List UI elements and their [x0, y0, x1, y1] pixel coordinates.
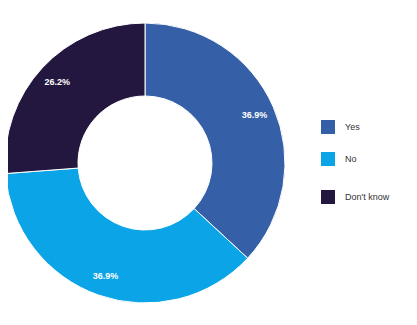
html-text:No: No	[345, 154, 357, 164]
svg-text:26.2%: 26.2%	[45, 77, 71, 87]
svg-text:36.9%: 36.9%	[93, 271, 119, 281]
svg-text:36.9%: 36.9%	[242, 110, 268, 120]
html-text:Yes: Yes	[345, 122, 360, 132]
html-text:Don't know: Don't know	[345, 192, 390, 202]
